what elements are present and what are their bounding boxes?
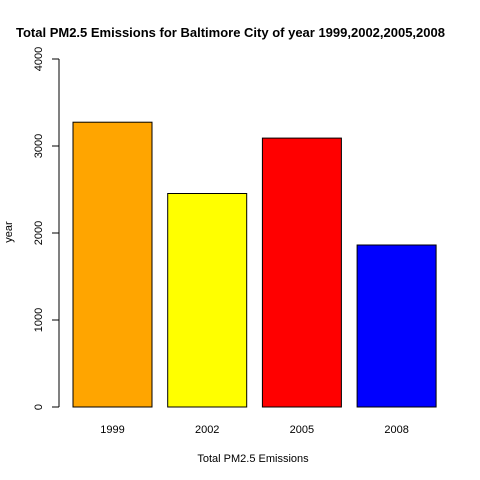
x-tick-label: 2008 — [384, 424, 408, 436]
y-tick-label: 0 — [33, 404, 45, 410]
x-tick-label: 1999 — [100, 424, 124, 436]
y-tick-label: 2000 — [33, 221, 45, 245]
x-axis: 1999 2002 2005 2008 — [100, 424, 409, 436]
bar-2005 — [261, 137, 342, 408]
x-tick-label: 2005 — [290, 424, 314, 436]
y-tick-label: 3000 — [33, 134, 45, 158]
bar-2002 — [167, 193, 248, 408]
y-axis-label: year — [3, 221, 15, 243]
bar-2008 — [356, 244, 437, 408]
y-axis: 0 1000 2000 3000 4000 — [33, 47, 60, 410]
bar-1999 — [72, 121, 153, 408]
x-axis-label: Total PM2.5 Emissions — [197, 453, 309, 465]
chart-title: Total PM2.5 Emissions for Baltimore City… — [16, 25, 445, 40]
y-tick-label: 4000 — [33, 47, 45, 71]
bars — [72, 121, 437, 408]
y-tick-label: 1000 — [33, 308, 45, 332]
x-tick-label: 2002 — [195, 424, 219, 436]
